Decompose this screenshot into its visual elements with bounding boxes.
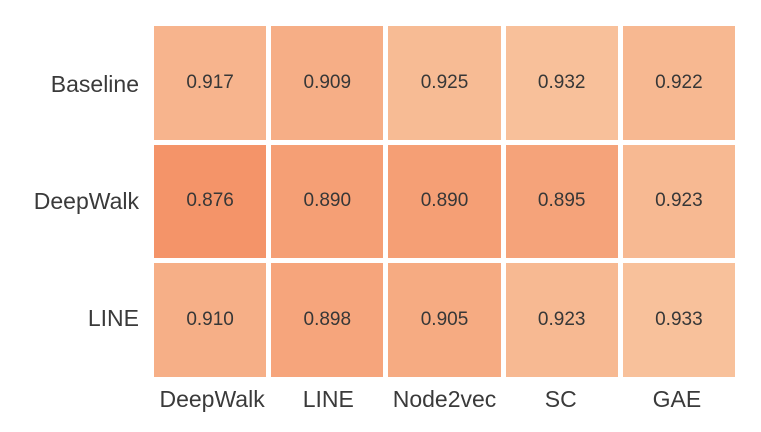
heatmap-cell: 0.890 xyxy=(271,144,384,259)
heatmap-grid: 0.917 0.909 0.925 0.932 0.922 0.876 0.890 0.890… xyxy=(154,26,735,377)
heatmap-cell: 0.925 xyxy=(388,26,501,140)
x-axis-labels: DeepWalk LINE Node2vec SC GAE xyxy=(0,377,735,432)
y-tick-label: DeepWalk xyxy=(33,188,139,214)
heatmap-cell: 0.890 xyxy=(388,144,501,259)
heatmap-cell: 0.923 xyxy=(505,263,618,377)
x-tick-label: DeepWalk xyxy=(159,386,265,412)
heatmap-cell: 0.909 xyxy=(271,26,384,140)
heatmap-cell: 0.898 xyxy=(271,263,384,377)
heatmap-cell: 0.933 xyxy=(622,263,735,377)
x-tick-label: Node2vec xyxy=(392,386,497,412)
heatmap-cell: 0.876 xyxy=(154,144,267,259)
heatmap-cell: 0.905 xyxy=(388,263,501,377)
heatmap-cell: 0.910 xyxy=(154,263,267,377)
heatmap-cell: 0.895 xyxy=(505,144,618,259)
plot-area: Baseline DeepWalk LINE 0.917 0.909 0.925 0.93… xyxy=(0,26,735,377)
heatmap-cell: 0.917 xyxy=(154,26,267,140)
x-tick-label: SC xyxy=(544,386,577,412)
y-tick-label: LINE xyxy=(87,305,139,331)
heatmap-cell: 0.922 xyxy=(622,26,735,140)
y-axis-labels: Baseline DeepWalk LINE xyxy=(0,26,154,377)
x-tick-label: GAE xyxy=(652,386,702,412)
heatmap-cell: 0.932 xyxy=(505,26,618,140)
heatmap-cell: 0.923 xyxy=(622,144,735,259)
x-tick-label: LINE xyxy=(302,386,354,412)
y-tick-label: Baseline xyxy=(50,71,139,97)
